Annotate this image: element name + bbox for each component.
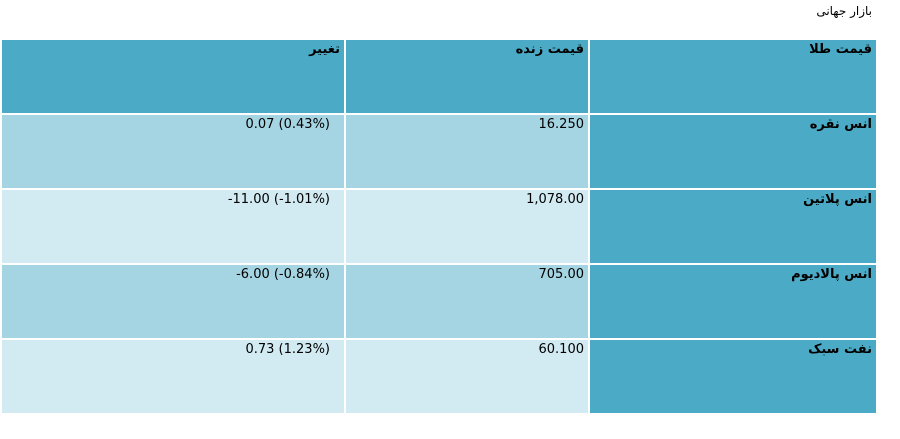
- row-label: انس پلاتین: [590, 190, 876, 263]
- header-live-price: قیمت زنده: [346, 40, 588, 113]
- table-header-row: قیمت طلا قیمت زنده تغییر: [2, 40, 876, 113]
- header-gold-price: قیمت طلا: [590, 40, 876, 113]
- row-change-cell: 0.07 (0.43%): [2, 115, 344, 188]
- row-price: 60.100: [346, 340, 588, 413]
- row-change-cell: -6.00 (-0.84%): [2, 265, 344, 338]
- row-label: انس نقره: [590, 115, 876, 188]
- market-prices-table: قیمت طلا قیمت زنده تغییر انس نقره 16.250…: [0, 38, 878, 415]
- row-price: 705.00: [346, 265, 588, 338]
- row-change: -6.00 (-0.84%): [236, 267, 330, 282]
- table-row: انس نقره 16.250 0.07 (0.43%): [2, 115, 876, 188]
- table-row: انس پالادیوم 705.00 -6.00 (-0.84%): [2, 265, 876, 338]
- row-change-cell: 0.73 (1.23%): [2, 340, 344, 413]
- page-title: بازار جهانی: [816, 4, 872, 18]
- row-price: 16.250: [346, 115, 588, 188]
- row-change: 0.73 (1.23%): [245, 342, 330, 357]
- row-price: 1,078.00: [346, 190, 588, 263]
- row-change: 0.07 (0.43%): [245, 117, 330, 132]
- row-change-cell: -11.00 (-1.01%): [2, 190, 344, 263]
- row-label: انس پالادیوم: [590, 265, 876, 338]
- row-change: -11.00 (-1.01%): [227, 192, 330, 207]
- table-row: نفت سبک 60.100 0.73 (1.23%): [2, 340, 876, 413]
- header-change: تغییر: [2, 40, 344, 113]
- table-row: انس پلاتین 1,078.00 -11.00 (-1.01%): [2, 190, 876, 263]
- row-label: نفت سبک: [590, 340, 876, 413]
